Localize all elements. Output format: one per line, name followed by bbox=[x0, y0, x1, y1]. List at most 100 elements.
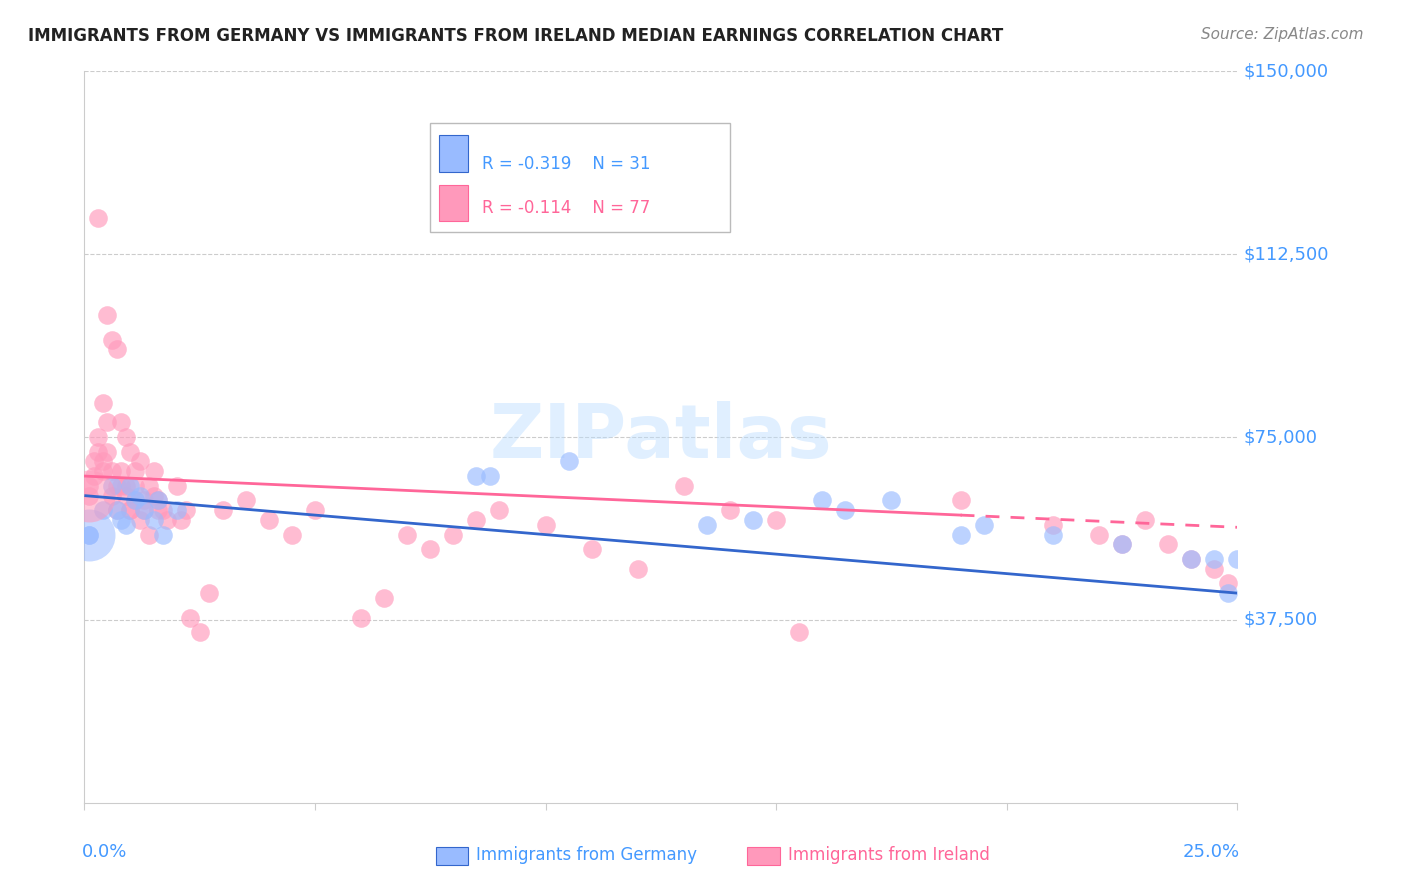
Text: R = -0.319    N = 31: R = -0.319 N = 31 bbox=[482, 155, 651, 173]
Point bbox=[742, 513, 765, 527]
Point bbox=[479, 469, 502, 483]
Point bbox=[83, 469, 105, 483]
Bar bbox=[748, 847, 779, 865]
Point bbox=[949, 527, 972, 541]
Bar bbox=[440, 185, 468, 221]
Point bbox=[77, 527, 100, 541]
Point bbox=[134, 503, 156, 517]
Point bbox=[557, 454, 579, 468]
Text: Immigrants from Germany: Immigrants from Germany bbox=[477, 847, 697, 864]
Point bbox=[142, 489, 165, 503]
Point bbox=[87, 211, 110, 225]
Point bbox=[304, 503, 326, 517]
Point bbox=[105, 503, 128, 517]
Point bbox=[146, 493, 169, 508]
FancyBboxPatch shape bbox=[430, 122, 730, 232]
Point bbox=[110, 464, 132, 478]
Point bbox=[1088, 527, 1111, 541]
Point bbox=[281, 527, 304, 541]
Point bbox=[696, 517, 718, 532]
Point bbox=[115, 479, 138, 493]
Point bbox=[1157, 537, 1180, 551]
Point bbox=[110, 479, 132, 493]
Point bbox=[1216, 576, 1239, 591]
Point bbox=[124, 479, 146, 493]
Point bbox=[96, 444, 118, 458]
Bar bbox=[436, 847, 468, 865]
Point bbox=[350, 610, 373, 624]
Point bbox=[96, 308, 118, 322]
Point bbox=[101, 333, 124, 347]
Point bbox=[120, 503, 142, 517]
Point bbox=[142, 464, 165, 478]
Point bbox=[373, 591, 395, 605]
Point bbox=[188, 625, 211, 640]
Point bbox=[142, 513, 165, 527]
Point bbox=[115, 430, 138, 444]
Point bbox=[166, 479, 188, 493]
Point bbox=[91, 396, 114, 410]
Point bbox=[627, 562, 650, 576]
Text: R = -0.114    N = 77: R = -0.114 N = 77 bbox=[482, 199, 651, 217]
Bar bbox=[440, 136, 468, 172]
Point bbox=[973, 517, 995, 532]
Point bbox=[101, 464, 124, 478]
Point bbox=[179, 610, 201, 624]
Point bbox=[672, 479, 695, 493]
Point bbox=[419, 542, 441, 557]
Text: $75,000: $75,000 bbox=[1243, 428, 1317, 446]
Point bbox=[146, 503, 169, 517]
Text: 0.0%: 0.0% bbox=[82, 843, 128, 861]
Point bbox=[834, 503, 856, 517]
Text: $37,500: $37,500 bbox=[1243, 611, 1317, 629]
Point bbox=[105, 343, 128, 357]
Point bbox=[87, 444, 110, 458]
Point bbox=[77, 479, 100, 493]
Point bbox=[120, 444, 142, 458]
Text: IMMIGRANTS FROM GERMANY VS IMMIGRANTS FROM IRELAND MEDIAN EARNINGS CORRELATION C: IMMIGRANTS FROM GERMANY VS IMMIGRANTS FR… bbox=[28, 27, 1004, 45]
Point bbox=[138, 479, 160, 493]
Point bbox=[124, 493, 146, 508]
Point bbox=[787, 625, 810, 640]
Point bbox=[91, 454, 114, 468]
Point bbox=[91, 503, 114, 517]
Point bbox=[134, 503, 156, 517]
Point bbox=[488, 503, 510, 517]
Point bbox=[198, 586, 221, 600]
Point bbox=[77, 527, 100, 541]
Text: $112,500: $112,500 bbox=[1243, 245, 1329, 263]
Point bbox=[152, 527, 174, 541]
Point bbox=[101, 479, 124, 493]
Point bbox=[87, 430, 110, 444]
Point bbox=[1204, 562, 1226, 576]
Point bbox=[1204, 552, 1226, 566]
Text: $150,000: $150,000 bbox=[1243, 62, 1329, 80]
Text: Immigrants from Ireland: Immigrants from Ireland bbox=[787, 847, 990, 864]
Text: 25.0%: 25.0% bbox=[1182, 843, 1240, 861]
Point bbox=[765, 513, 787, 527]
Point bbox=[128, 454, 150, 468]
Point bbox=[83, 454, 105, 468]
Point bbox=[120, 503, 142, 517]
Point bbox=[1042, 527, 1064, 541]
Point bbox=[166, 503, 188, 517]
Point bbox=[152, 503, 174, 517]
Text: ZIPatlas: ZIPatlas bbox=[489, 401, 832, 474]
Point bbox=[110, 416, 132, 430]
Point bbox=[211, 503, 233, 517]
Point bbox=[174, 503, 197, 517]
Point bbox=[110, 513, 132, 527]
Point bbox=[128, 489, 150, 503]
Point bbox=[124, 464, 146, 478]
Point bbox=[465, 469, 488, 483]
Point bbox=[124, 493, 146, 508]
Point bbox=[146, 493, 169, 508]
Point bbox=[134, 493, 156, 508]
Point bbox=[105, 503, 128, 517]
Point bbox=[170, 513, 193, 527]
Point bbox=[257, 513, 280, 527]
Point bbox=[1180, 552, 1202, 566]
Point bbox=[1042, 517, 1064, 532]
Point bbox=[1111, 537, 1133, 551]
Point bbox=[138, 527, 160, 541]
